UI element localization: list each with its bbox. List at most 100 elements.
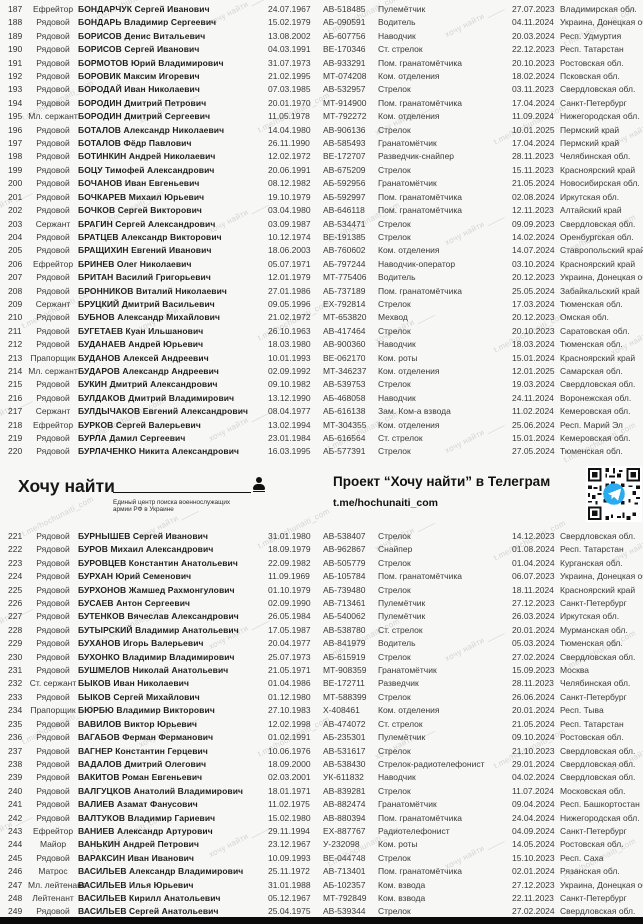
full-name: БОРОВИК Максим Игоревич: [78, 71, 200, 82]
token-id: ВЕ-172711: [323, 678, 365, 689]
position: Разведчик: [378, 678, 419, 689]
row-number: 192: [8, 71, 23, 82]
full-name: ВАСИЛЬЕВ Кирилл Анатольевич: [78, 892, 221, 903]
row-number: 220: [8, 446, 23, 457]
row-number: 196: [8, 124, 23, 135]
birth-date: 02.09.1992: [268, 365, 311, 376]
birth-date: 22.09.1982: [268, 557, 311, 568]
table-row: 230 Рядовой БУХОНКО Владимир Владимирови…: [0, 651, 643, 664]
rank: Рядовой: [36, 758, 70, 769]
birth-date: 20.06.1991: [268, 164, 311, 175]
table-row: 212 Рядовой БУДАНАЕВ Андрей Юрьевич 18.0…: [0, 338, 643, 351]
status-date: 11.07.2024: [512, 785, 554, 796]
token-id: АБ-577391: [323, 446, 366, 457]
status-date: 21.05.2024: [512, 718, 555, 729]
position: Стрелок: [378, 691, 411, 702]
rank: Рядовой: [36, 611, 70, 622]
position: Стрелок: [378, 218, 411, 229]
rank: Рядовой: [36, 638, 70, 649]
status-date: 15.01.2024: [512, 352, 555, 363]
table-row: 205 Рядовой БРАЩИХИН Евгений Иванович 18…: [0, 244, 643, 257]
roster-table-top: 187 Ефрейтор БОНДАРЧУК Сергей Иванович 2…: [0, 3, 643, 459]
row-number: 245: [8, 852, 23, 863]
region: Омская обл.: [560, 312, 609, 323]
row-number: 227: [8, 611, 23, 622]
token-id: АБ-592956: [323, 178, 366, 189]
position: Пулемётчик: [378, 732, 426, 743]
token-id: УК-611832: [323, 772, 364, 783]
full-name: БРАГИН Сергей Александрович: [78, 218, 216, 229]
birth-date: 01.02.1991: [268, 732, 311, 743]
status-date: 20.12.2023: [512, 272, 555, 283]
table-row: 210 Рядовой БУБНОВ Александр Михайлович …: [0, 311, 643, 324]
full-name: БУШМЕЛОВ Николай Анатольевич: [78, 665, 229, 676]
region: Рязанская обл.: [560, 866, 620, 877]
rank: Рядовой: [36, 164, 70, 175]
token-id: МТ-792849: [323, 892, 367, 903]
row-number: 197: [8, 138, 23, 149]
row-number: 205: [8, 245, 23, 256]
region: Нижегородская обл.: [560, 111, 640, 122]
row-number: 200: [8, 178, 23, 189]
status-date: 02.01.2024: [512, 866, 555, 877]
full-name: БОРОДИН Дмитрий Петрович: [78, 97, 207, 108]
full-name: БОЧАНОВ Иван Евгеньевич: [78, 178, 200, 189]
birth-date: 29.11.1994: [268, 825, 310, 836]
position: Пулемётчик: [378, 4, 426, 14]
token-id: МТ-908359: [323, 665, 367, 676]
position: Снайпер: [378, 544, 413, 555]
status-date: 06.07.2023: [512, 571, 555, 582]
row-number: 194: [8, 97, 23, 108]
rank: Рядовой: [36, 598, 70, 609]
token-id: АВ-539344: [323, 906, 366, 917]
position: Пулемётчик: [378, 611, 426, 622]
table-row: 228 Рядовой БУТЫРСКИЙ Владимир Анатольев…: [0, 624, 643, 637]
rank: Рядовой: [36, 245, 70, 256]
table-row: 206 Ефрейтор БРИНЕВ Олег Николаевич 05.0…: [0, 258, 643, 271]
status-date: 15.10.2023: [512, 852, 555, 863]
rank: Рядовой: [36, 531, 70, 541]
token-id: АВ-539753: [323, 379, 366, 390]
region: Челябинская обл.: [560, 678, 631, 689]
position: Пом. гранатомётчика: [378, 191, 462, 202]
token-id: АВ-534471: [323, 218, 366, 229]
full-name: ВАГАБОВ Ферман Ферманович: [78, 732, 214, 743]
rank: Рядовой: [36, 231, 70, 242]
token-id: У-232098: [323, 839, 360, 850]
region: Свердловская обл.: [560, 906, 636, 917]
position: Стрелок: [378, 231, 411, 242]
position: Мехвод: [378, 312, 408, 323]
row-number: 224: [8, 571, 23, 582]
row-number: 191: [8, 57, 23, 68]
rank: Мл. сержант: [28, 365, 78, 376]
row-number: 241: [8, 799, 23, 810]
birth-date: 01.12.1980: [268, 691, 311, 702]
status-date: 21.05.2024: [512, 178, 555, 189]
row-number: 219: [8, 433, 23, 443]
status-date: 27.02.2024: [512, 651, 555, 662]
status-date: 25.05.2024: [512, 285, 555, 296]
status-date: 03.11.2023: [512, 84, 554, 95]
full-name: БОРМОТОВ Юрий Владимирович: [78, 57, 224, 68]
position: Водитель: [378, 272, 416, 283]
status-date: 28.11.2023: [512, 151, 554, 162]
status-date: 01.08.2024: [512, 544, 555, 555]
table-row: 238 Рядовой ВАДАЛОВ Дмитрий Олегович 18.…: [0, 758, 643, 771]
birth-date: 15.02.1979: [268, 17, 311, 28]
position: Разведчик-снайпер: [378, 151, 455, 162]
status-date: 14.05.2024: [512, 839, 555, 850]
region: Респ. Тыва: [560, 705, 604, 716]
region: Алтайский край: [560, 205, 622, 216]
rank: Рядовой: [36, 584, 70, 595]
region: Псковская обл.: [560, 71, 620, 82]
token-id: АБ-540062: [323, 611, 366, 622]
token-id: АВ-505779: [323, 557, 366, 568]
row-number: 230: [8, 651, 23, 662]
position: Наводчик: [378, 339, 416, 350]
status-date: 01.04.2024: [512, 557, 555, 568]
birth-date: 10.01.1993: [268, 352, 311, 363]
token-id: МТ-346237: [323, 365, 367, 376]
full-name: БЫКОВ Сергей Михайлович: [78, 691, 200, 702]
row-number: 209: [8, 298, 23, 309]
status-date: 22.12.2023: [512, 44, 555, 55]
